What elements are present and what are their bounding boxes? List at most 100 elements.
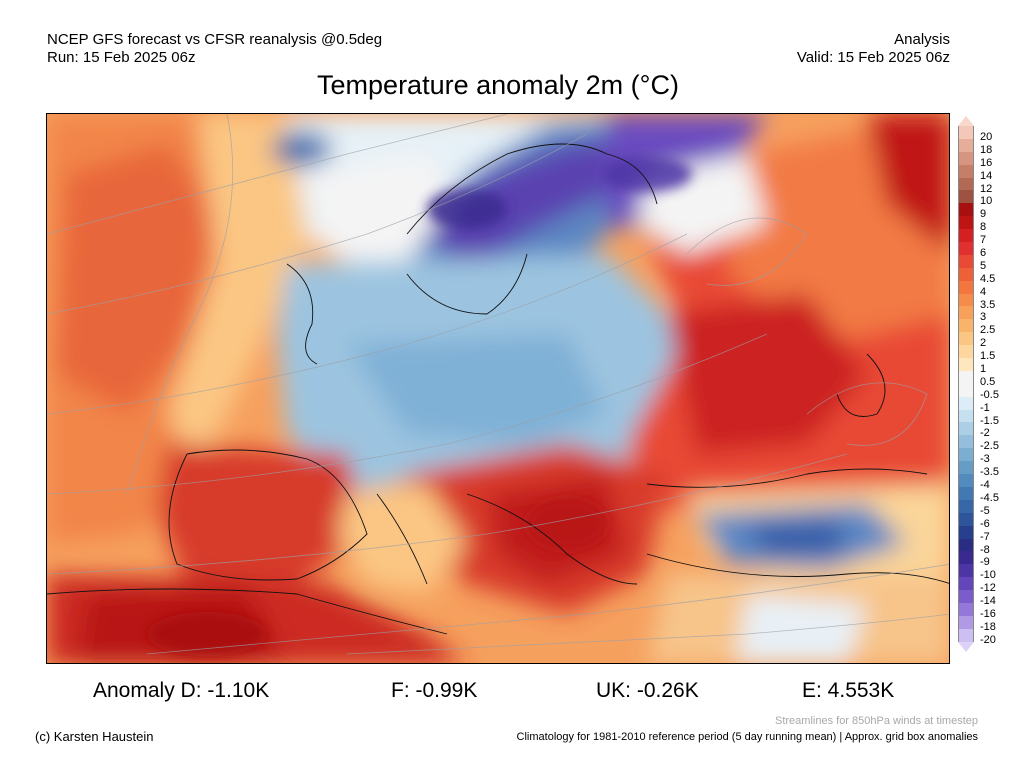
legend-swatch (958, 177, 974, 191)
map-title: Temperature anomaly 2m (°C) (317, 70, 679, 100)
legend-swatch (958, 422, 974, 436)
legend-label: 2.5 (980, 324, 996, 337)
legend-label: -1.5 (980, 414, 999, 427)
legend-top-arrow (958, 116, 974, 126)
legend-label: -8 (980, 543, 990, 556)
legend-swatch (958, 409, 974, 423)
legend-swatch (958, 293, 974, 307)
color-legend: 20 18 16 14 12 10 9 8 7 6 5 4.5 4 3.5 3 2.5 2 1.5 1 0.5 -0.5… (958, 116, 1018, 652)
anomaly-f-stat: F: -0.99K (391, 679, 478, 702)
legend-swatch (958, 242, 974, 255)
legend-swatch (958, 306, 974, 320)
legend-item: -8 (958, 538, 1018, 556)
legend-swatch (958, 564, 974, 578)
legend-item: 4.5 (958, 267, 1018, 285)
legend-item: -9 (958, 551, 1018, 568)
legend-swatch (958, 164, 974, 178)
legend-swatch (958, 538, 974, 552)
legend-item: 18 (958, 138, 1018, 156)
legend-label: 9 (980, 208, 987, 221)
legend-label: -4.5 (980, 491, 999, 504)
legend-label: 6 (980, 247, 987, 260)
legend-swatch (958, 370, 974, 384)
streamlines-note: Streamlines for 850hPa winds at timestep (775, 715, 978, 727)
header-right: Analysis Valid: 15 Feb 2025 06z (797, 31, 950, 67)
legend-item: 7 (958, 229, 1018, 246)
legend-bottom-arrow (958, 642, 974, 652)
legend-item: -1 (958, 396, 1018, 414)
legend-label: -5 (980, 504, 990, 517)
legend-item: 2 (958, 332, 1018, 349)
legend-swatch (958, 332, 974, 346)
legend-items: 20 18 16 14 12 10 9 8 7 6 5 4.5 4 3.5 3 2.5 2 1.5 1 0.5 -0.5… (958, 126, 1018, 646)
legend-item: -0.5 (958, 383, 1018, 401)
legend-label: -9 (980, 556, 990, 569)
analysis-label: Analysis (894, 31, 950, 48)
legend-item: -2.5 (958, 435, 1018, 452)
anomaly-uk-stat: UK: -0.26K (596, 679, 699, 702)
legend-swatch (958, 138, 974, 152)
legend-swatch (958, 512, 974, 526)
anomaly-map-graphic (47, 114, 949, 663)
copyright: (c) Karsten Haustein (35, 729, 154, 744)
legend-label: 16 (980, 156, 993, 169)
legend-label: -0.5 (980, 388, 999, 401)
legend-label: -14 (980, 595, 996, 608)
legend-item: 16 (958, 151, 1018, 169)
legend-swatch (958, 203, 974, 217)
legend-item: -16 (958, 602, 1018, 620)
legend-label: -20 (980, 633, 996, 646)
legend-item: -7 (958, 525, 1018, 543)
legend-item: 12 (958, 177, 1018, 195)
legend-label: 3.5 (980, 298, 996, 311)
header-left: NCEP GFS forecast vs CFSR reanalysis @0.… (47, 31, 382, 67)
legend-swatch (958, 499, 974, 513)
legend-item: -6 (958, 512, 1018, 530)
legend-item: 1 (958, 358, 1018, 375)
legend-swatch (958, 280, 974, 294)
legend-swatch (958, 396, 974, 410)
legend-label: -2 (980, 427, 990, 440)
legend-item: -20 (958, 628, 1018, 646)
legend-item: 4 (958, 280, 1018, 298)
legend-label: -2.5 (980, 440, 999, 453)
legend-item: 9 (958, 203, 1018, 220)
legend-swatch (958, 267, 974, 281)
legend-label: 2 (980, 337, 987, 350)
model-label: NCEP GFS forecast vs CFSR reanalysis @0.… (47, 31, 383, 48)
legend-swatch (958, 358, 974, 371)
legend-item: -14 (958, 590, 1018, 607)
legend-item: 20 (958, 126, 1018, 143)
legend-label: -18 (980, 620, 996, 633)
legend-swatch (958, 229, 974, 243)
legend-label: 10 (980, 195, 993, 208)
legend-swatch (958, 577, 974, 591)
legend-label: -1 (980, 401, 990, 414)
legend-swatch (958, 216, 974, 230)
legend-swatch (958, 590, 974, 603)
legend-swatch (958, 474, 974, 487)
legend-item: 1.5 (958, 345, 1018, 362)
legend-swatch (958, 319, 974, 333)
legend-swatch (958, 126, 974, 139)
legend-label: 5 (980, 259, 987, 272)
legend-item: 3.5 (958, 293, 1018, 311)
legend-item: 6 (958, 242, 1018, 259)
legend-item: -2 (958, 422, 1018, 439)
legend-item: -4.5 (958, 486, 1018, 504)
legend-swatch (958, 435, 974, 449)
legend-label: -3 (980, 453, 990, 466)
legend-label: -16 (980, 607, 996, 620)
legend-swatch (958, 602, 974, 616)
legend-item: 3 (958, 306, 1018, 323)
legend-swatch (958, 615, 974, 629)
legend-label: 7 (980, 234, 987, 247)
legend-item: 0.5 (958, 370, 1018, 388)
legend-label: 14 (980, 169, 993, 182)
legend-label: 3 (980, 311, 987, 324)
legend-swatch (958, 345, 974, 359)
legend-label: 12 (980, 182, 993, 195)
legend-swatch (958, 461, 974, 475)
legend-swatch (958, 448, 974, 462)
legend-swatch (958, 628, 974, 642)
